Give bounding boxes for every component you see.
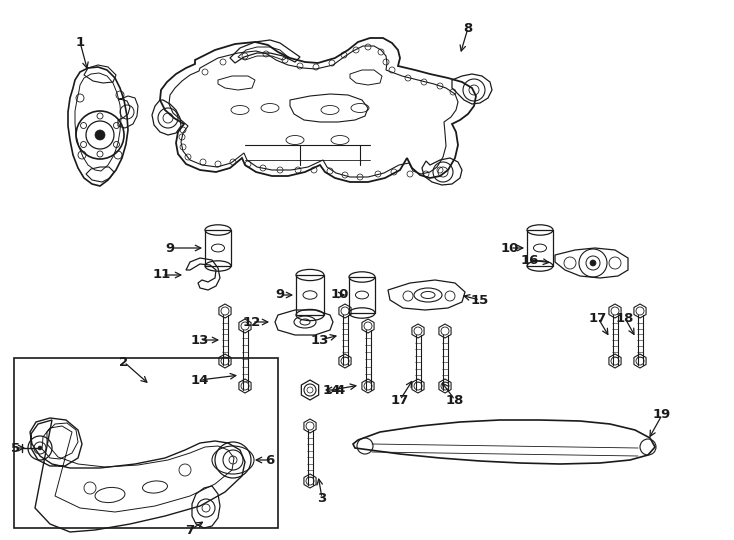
Bar bbox=[14, 358, 278, 528]
Text: 13: 13 bbox=[310, 334, 329, 347]
Text: 10: 10 bbox=[501, 241, 519, 254]
Circle shape bbox=[38, 446, 42, 450]
Text: 1: 1 bbox=[76, 36, 84, 49]
Text: 14: 14 bbox=[323, 383, 341, 396]
Text: 17: 17 bbox=[391, 394, 409, 407]
Circle shape bbox=[590, 260, 596, 266]
Text: 13: 13 bbox=[191, 334, 209, 347]
Text: 16: 16 bbox=[521, 253, 539, 267]
Text: 8: 8 bbox=[463, 22, 473, 35]
Text: 10: 10 bbox=[331, 288, 349, 301]
Text: 9: 9 bbox=[165, 241, 175, 254]
Text: 18: 18 bbox=[616, 312, 634, 325]
Text: 7: 7 bbox=[186, 523, 195, 537]
Text: 14: 14 bbox=[191, 374, 209, 387]
Text: 5: 5 bbox=[12, 442, 21, 455]
Text: 2: 2 bbox=[120, 355, 128, 368]
Text: 9: 9 bbox=[275, 288, 285, 301]
Text: 18: 18 bbox=[446, 394, 464, 407]
Text: 19: 19 bbox=[653, 408, 671, 422]
Text: 6: 6 bbox=[266, 454, 275, 467]
Circle shape bbox=[95, 130, 105, 140]
Text: 4: 4 bbox=[335, 383, 345, 396]
Text: 12: 12 bbox=[243, 315, 261, 328]
Text: 15: 15 bbox=[471, 294, 489, 307]
Text: 3: 3 bbox=[317, 491, 327, 504]
Text: 11: 11 bbox=[153, 268, 171, 281]
Text: 17: 17 bbox=[589, 312, 607, 325]
